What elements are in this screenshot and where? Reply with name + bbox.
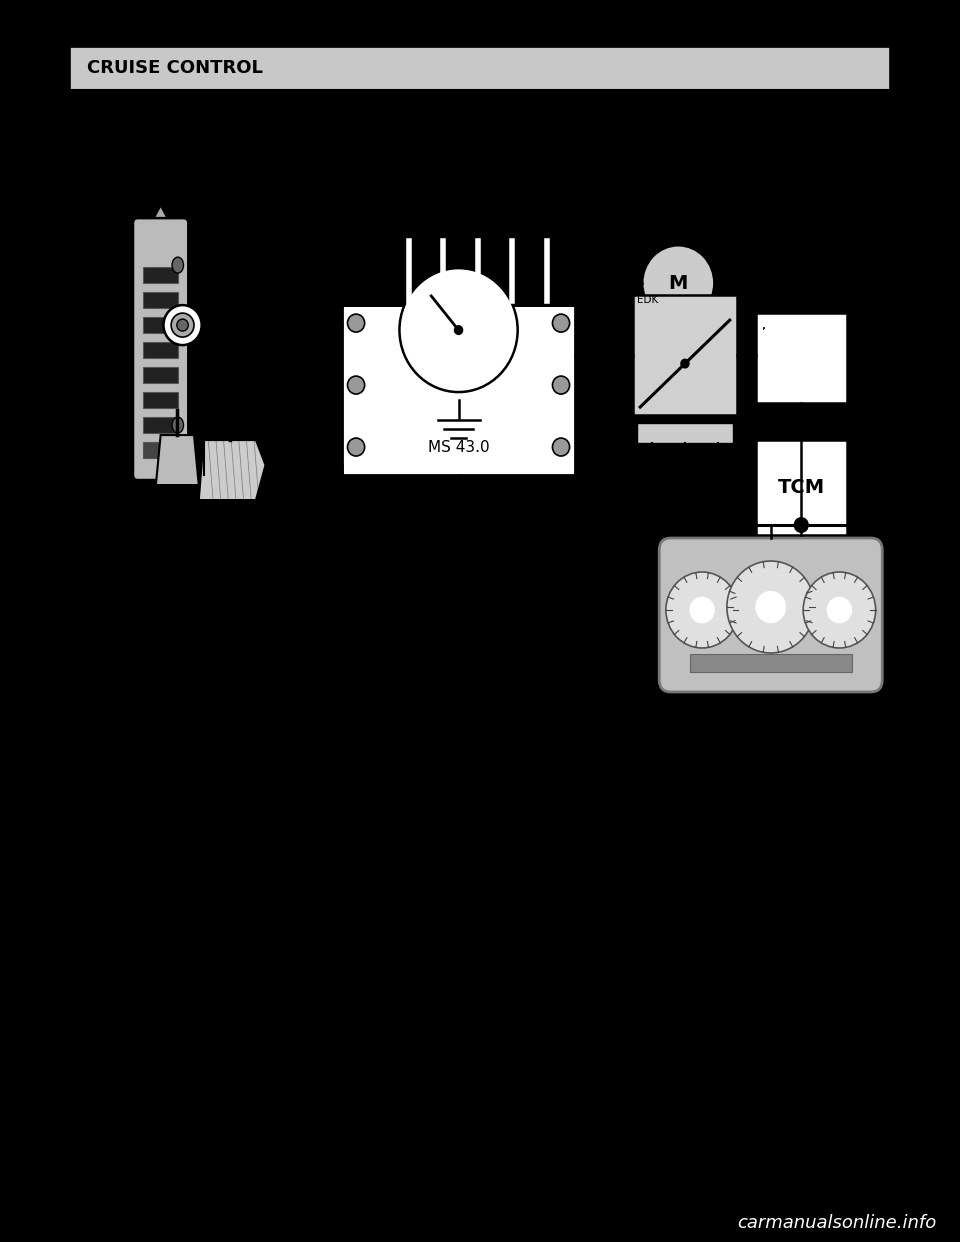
Circle shape <box>552 376 569 394</box>
Circle shape <box>794 517 809 533</box>
Bar <box>143 442 178 458</box>
Text: +: + <box>724 273 743 293</box>
Text: The clutch switch disengages cruise control to prevent over-rev during gear chan: The clutch switch disengages cruise cont… <box>87 810 660 823</box>
Ellipse shape <box>172 462 183 478</box>
Circle shape <box>348 438 365 456</box>
Circle shape <box>399 268 517 392</box>
Ellipse shape <box>172 417 183 433</box>
Text: cruise control as well as fault recognition during engine operation of the EDK.: cruise control as well as fault recognit… <box>87 873 607 886</box>
Text: ZWD 5: ZWD 5 <box>633 235 675 248</box>
Circle shape <box>552 438 569 456</box>
FancyBboxPatch shape <box>133 219 188 481</box>
FancyBboxPatch shape <box>660 538 882 692</box>
Bar <box>633 296 737 415</box>
Bar <box>70 47 890 89</box>
Text: ,: , <box>762 319 766 332</box>
Bar <box>143 368 178 383</box>
Bar <box>342 235 575 307</box>
Text: The ECM controls vehicle speed by activation of the Electronic Throttle Valve (E: The ECM controls vehicle speed by activa… <box>87 765 642 777</box>
Bar <box>637 424 732 443</box>
Text: BUTTON PAD: BUTTON PAD <box>193 229 269 240</box>
Text: CONTACT RING: CONTACT RING <box>202 312 289 322</box>
Bar <box>756 313 847 404</box>
Circle shape <box>454 325 464 335</box>
Bar <box>342 235 575 474</box>
Circle shape <box>666 573 738 648</box>
Circle shape <box>642 245 714 322</box>
Text: ECM. The individual buttons are digitally encoded in the MFL switch and is input: ECM. The individual buttons are digitall… <box>87 170 699 183</box>
Text: INSTRUMENT CLUSTER: INSTRUMENT CLUSTER <box>700 696 842 705</box>
Text: Road speed is input to the ECM for cruise control as well as DSC regulation. The: Road speed is input to the ECM for cruis… <box>87 920 672 933</box>
Text: Cruise control is integrated into the ECM because of the EDK operation.: Cruise control is integrated into the EC… <box>87 119 565 132</box>
Text: carmanualsonline.info: carmanualsonline.info <box>736 1215 936 1232</box>
Bar <box>143 417 178 433</box>
Bar <box>143 292 178 308</box>
Text: M54engMS43/ST036/6/2000: M54engMS43/ST036/6/2000 <box>87 1156 225 1166</box>
Circle shape <box>804 573 876 648</box>
Text: SWITCH: SWITCH <box>218 399 264 409</box>
Circle shape <box>681 359 689 369</box>
Text: Cruise  control  functions  are  activated  directly  by  the  multifunction  st: Cruise control functions are activated d… <box>87 153 731 166</box>
Text: M: M <box>668 273 688 293</box>
Text: speed sensor). The road speed signal for cruise control is supplied from the DSC: speed sensor). The road speed signal for… <box>87 956 683 969</box>
Text: CRUISE CONTROL: CRUISE CONTROL <box>87 60 263 77</box>
Polygon shape <box>327 310 342 340</box>
Circle shape <box>171 313 194 337</box>
Polygon shape <box>199 440 266 501</box>
Text: over a serial data wire.: over a serial data wire. <box>87 188 241 200</box>
Bar <box>689 655 852 672</box>
Circle shape <box>348 314 365 332</box>
Bar <box>143 317 178 333</box>
Text: 46: 46 <box>87 1140 106 1155</box>
Text: TCM: TCM <box>779 478 826 497</box>
Text: BRAKE LIGHT SWITCH: BRAKE LIGHT SWITCH <box>275 486 403 496</box>
Text: CAN: CAN <box>556 508 583 522</box>
Bar <box>143 267 178 283</box>
Text: DSC: DSC <box>772 0 816 15</box>
Text: speed signal for normal engine operation is supplied from the DSC module (right : speed signal for normal engine operation… <box>87 938 703 951</box>
Circle shape <box>727 561 815 653</box>
Text: EDK: EDK <box>637 296 659 306</box>
Text: The brake light switch and the brake light test switch are input to the ECM to d: The brake light switch and the brake lig… <box>87 854 676 868</box>
Text: MFL: MFL <box>193 201 226 215</box>
Polygon shape <box>156 435 199 486</box>
Text: CLUTCH: CLUTCH <box>218 383 264 392</box>
Circle shape <box>827 596 852 623</box>
Text: .: . <box>761 318 765 332</box>
Circle shape <box>177 319 188 332</box>
Polygon shape <box>151 205 170 224</box>
Circle shape <box>348 376 365 394</box>
Circle shape <box>163 306 202 345</box>
Bar <box>143 392 178 409</box>
Circle shape <box>756 591 786 623</box>
Bar <box>756 440 847 535</box>
Text: BRAKE LIGHT TEST SWITCH: BRAKE LIGHT TEST SWITCH <box>275 501 436 510</box>
Bar <box>143 342 178 358</box>
Circle shape <box>552 314 569 332</box>
Text: MS 43.0: MS 43.0 <box>428 440 490 455</box>
Circle shape <box>689 596 715 623</box>
Ellipse shape <box>172 257 183 273</box>
Text: This is an average taken from both front wheel speed sensors, supplied via the C: This is an average taken from both front… <box>87 974 681 987</box>
